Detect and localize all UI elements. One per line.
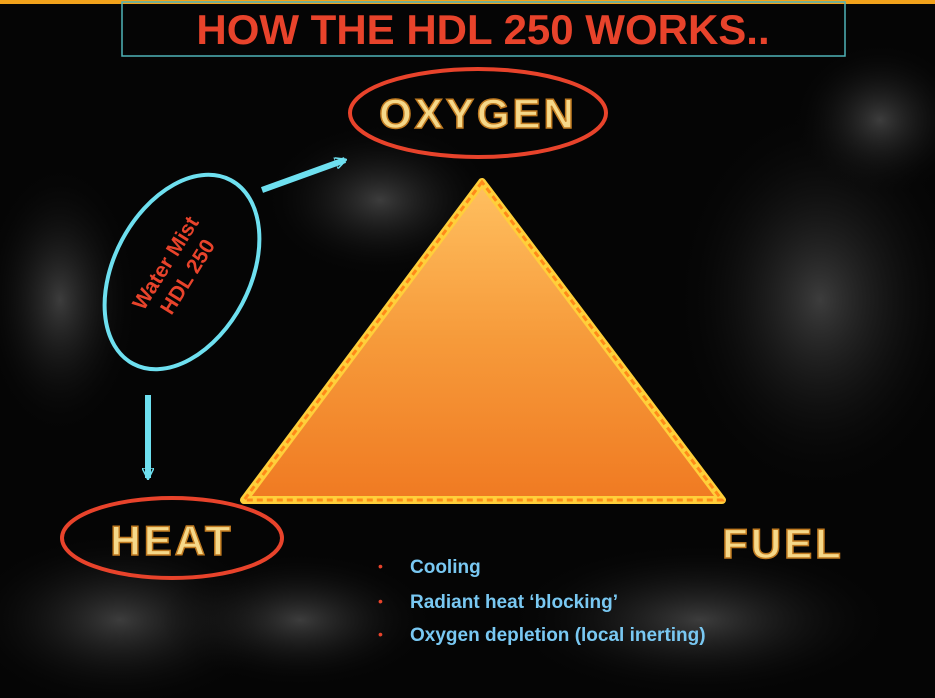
bullet-text: Cooling <box>410 557 481 578</box>
agent-ring <box>102 172 262 372</box>
title: HOW THE HDL 250 WORKS.. <box>196 6 769 53</box>
bullet-text: Radiant heat ‘blocking’ <box>410 592 618 613</box>
oxygen-label: OXYGEN <box>379 90 577 137</box>
bullet: • <box>378 593 383 609</box>
smoke <box>0 40 935 698</box>
arrow-to-oxygen <box>260 160 345 193</box>
heat-label: HEAT <box>110 517 233 564</box>
bullet: • <box>378 626 383 642</box>
flame-edge <box>241 179 726 502</box>
title-box <box>121 1 846 57</box>
bullet-list: • Cooling • Radiant heat ‘blocking’ • Ox… <box>378 557 706 646</box>
heat-ring <box>60 496 284 580</box>
oxygen-ring <box>348 67 608 159</box>
bullet: • <box>378 558 383 574</box>
bullet-text: Oxygen depletion (local inerting) <box>410 625 706 646</box>
fuel-label: FUEL <box>722 520 844 567</box>
